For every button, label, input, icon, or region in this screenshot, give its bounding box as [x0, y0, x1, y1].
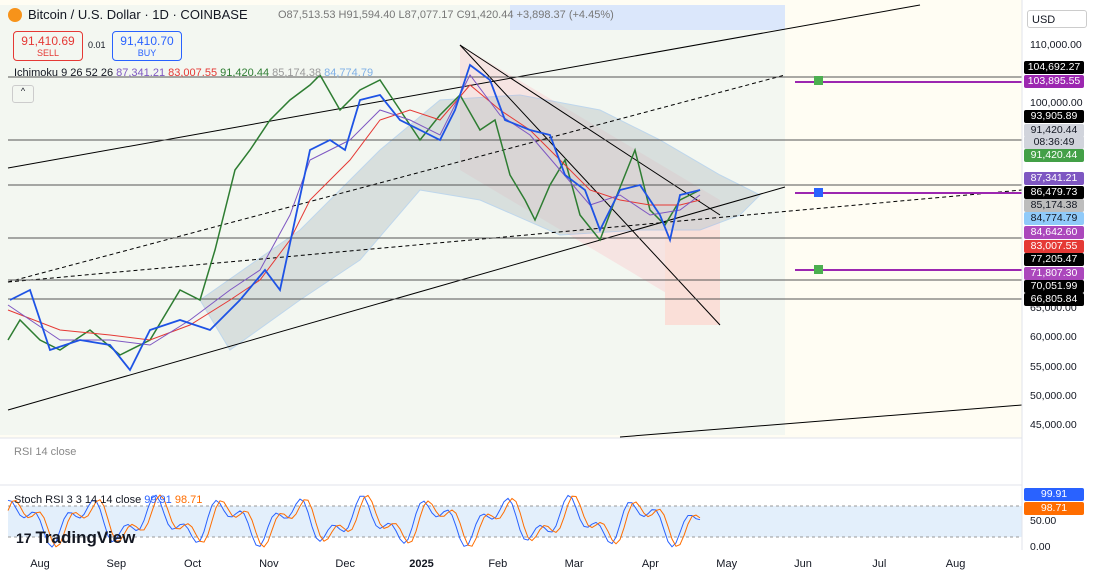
symbol: Bitcoin / U.S. Dollar · 1D · COINBASE: [28, 7, 248, 22]
zone: [665, 230, 720, 325]
price-tick: 110,000.00: [1030, 39, 1082, 51]
price-tick: 60,000.00: [1030, 331, 1077, 344]
stoch-tick: 0.00: [1030, 541, 1051, 553]
ohlc: O87,513.53 H91,594.40 L87,077.17 C91,420…: [278, 9, 614, 21]
month-label: Apr: [641, 558, 659, 570]
price-tag: 66,805.84: [1024, 293, 1084, 306]
v: 91,420.44: [220, 67, 270, 79]
price-tag: 104,692.27: [1024, 61, 1084, 74]
price-tag: 91,420.44: [1024, 149, 1084, 162]
currency-select[interactable]: USD: [1027, 10, 1087, 28]
stoch-tick: 50.00: [1030, 515, 1057, 527]
collapse-button[interactable]: ^: [12, 85, 34, 103]
month-label: Mar: [564, 558, 584, 570]
coin-icon: [8, 8, 22, 22]
month-label: Feb: [488, 558, 508, 570]
price-tag: 08:36:49: [1024, 136, 1084, 149]
price-tag: 71,807.30: [1024, 267, 1084, 280]
drawings: [7, 4, 1023, 438]
month-label: Jul: [872, 558, 887, 570]
price-tag: 84,774.79: [1024, 212, 1084, 225]
price-tag: 77,205.47: [1024, 253, 1084, 266]
brand: TradingView: [35, 528, 136, 547]
price-tag: 93,905.89: [1024, 110, 1084, 123]
base-line: [7, 84, 701, 341]
price-tag: 87,341.21: [1024, 172, 1084, 185]
buy-price: 91,410.70: [120, 34, 174, 48]
marker: [814, 265, 823, 274]
ichimoku-cloud: [199, 94, 761, 351]
price-tick: 55,000.00: [1030, 360, 1077, 373]
sell-price: 91,410.69: [21, 34, 75, 48]
marker: [814, 188, 823, 197]
stoch-band: [8, 506, 1022, 537]
month-label: Aug: [30, 558, 50, 570]
buy-label: BUY: [137, 48, 157, 58]
stoch-name: Stoch RSI 3 3 14 14 close: [14, 494, 142, 506]
sell-button[interactable]: 91,410.69 SELL: [13, 31, 83, 61]
price-candles: [9, 63, 701, 372]
conversion-line: [7, 74, 701, 346]
v: 87,341.21: [116, 67, 166, 79]
month-label: Nov: [259, 558, 279, 570]
price-tag: 91,420.44: [1024, 124, 1084, 137]
stoch-legend: Stoch RSI 3 3 14 14 close 99.91 98.71: [14, 494, 202, 506]
price-tag: 70,051.99: [1024, 280, 1084, 293]
buy-button[interactable]: 91,410.70 BUY: [112, 31, 182, 61]
price-tick: 100,000.00: [1030, 97, 1083, 110]
zone: [510, 5, 785, 30]
rsi-label: RSI 14 close: [14, 446, 77, 458]
stoch-k: [7, 494, 701, 548]
price-tag: 86,479.73: [1024, 186, 1084, 199]
stoch-k-tag: 99.91: [1024, 488, 1084, 501]
price-tick: 50,000.00: [1030, 389, 1077, 402]
k: 99.91: [144, 494, 172, 506]
ichimoku-legend: Ichimoku 9 26 52 26 87,341.21 83,007.55 …: [14, 67, 373, 79]
month-label: Jun: [794, 558, 812, 570]
spread: 0.01: [88, 40, 106, 50]
levels: [795, 81, 1022, 271]
price-tag: 83,007.55: [1024, 240, 1084, 253]
price-tag: 84,642.60: [1024, 226, 1084, 239]
lagging-span: [7, 73, 701, 356]
stoch-d: [7, 494, 701, 548]
currency: USD: [1032, 14, 1056, 26]
month-label: 2025: [409, 558, 434, 570]
stoch-d-tag: 98.71: [1024, 502, 1084, 515]
price-tag: 85,174.38: [1024, 199, 1084, 212]
marker: [814, 76, 823, 85]
v: 85,174.38: [272, 67, 322, 79]
month-label: Dec: [335, 558, 355, 570]
price-tag: 103,895.55: [1024, 75, 1084, 88]
d: 98.71: [174, 494, 203, 506]
month-label: May: [716, 558, 738, 570]
price-tick: 45,000.00: [1030, 418, 1077, 431]
v: 84,774.79: [324, 67, 374, 79]
v: 83,007.55: [168, 67, 218, 79]
ichimoku-name: Ichimoku 9 26 52 26: [14, 67, 114, 79]
sell-label: SELL: [36, 48, 60, 58]
month-label: Oct: [184, 558, 202, 570]
month-label: Sep: [106, 558, 127, 570]
branding: 17 TradingView: [16, 528, 136, 547]
month-label: Aug: [945, 558, 966, 570]
